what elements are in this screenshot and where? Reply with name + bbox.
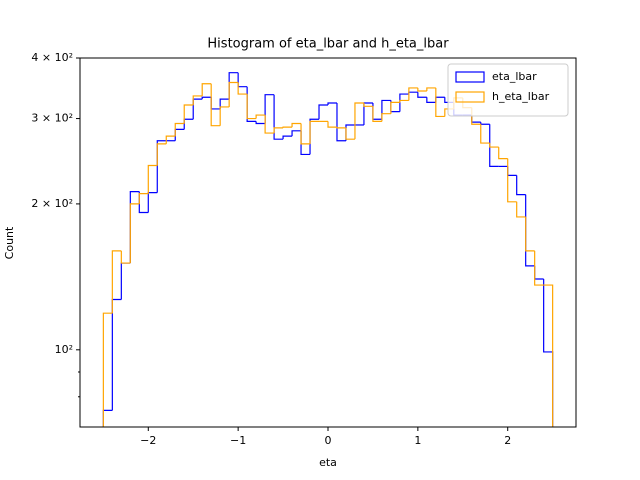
histogram-step bbox=[219, 98, 230, 109]
histogram-step bbox=[264, 115, 275, 134]
histogram-step bbox=[507, 158, 517, 203]
histogram-step bbox=[327, 121, 337, 128]
x-tick-label: 0 bbox=[325, 434, 332, 447]
histogram-step bbox=[399, 93, 409, 112]
histogram-step bbox=[426, 97, 436, 103]
histogram-step bbox=[210, 83, 221, 127]
histogram-step bbox=[273, 94, 284, 140]
legend-swatch bbox=[455, 91, 485, 103]
y-tick-label: 10² bbox=[55, 343, 73, 356]
histogram-step bbox=[147, 164, 158, 194]
histogram-step bbox=[174, 122, 185, 137]
histogram-step bbox=[183, 104, 194, 124]
x-tick-label: 2 bbox=[504, 434, 511, 447]
histogram-step bbox=[291, 122, 302, 128]
legend-swatch bbox=[455, 71, 485, 83]
histogram-step bbox=[372, 106, 382, 122]
histogram-step bbox=[282, 135, 293, 140]
x-axis-label: eta bbox=[319, 456, 337, 469]
histogram-step bbox=[525, 216, 535, 252]
histogram-step bbox=[237, 82, 248, 95]
histogram-step bbox=[201, 83, 212, 96]
histogram-step bbox=[309, 120, 320, 144]
histogram-step bbox=[255, 121, 266, 125]
histogram-step bbox=[399, 99, 409, 103]
histogram-step bbox=[111, 250, 122, 314]
histogram-step bbox=[192, 95, 203, 105]
histogram-step bbox=[417, 92, 427, 98]
histogram-step bbox=[336, 127, 346, 129]
histogram-step bbox=[255, 114, 266, 119]
legend-label: eta_lbar bbox=[492, 70, 537, 83]
histogram-step bbox=[381, 99, 391, 120]
histogram-step bbox=[336, 103, 346, 142]
histogram-step bbox=[201, 96, 212, 100]
y-tick-label: 4 × 10² bbox=[31, 51, 73, 64]
histogram-step bbox=[489, 124, 499, 168]
histogram-step bbox=[246, 94, 257, 120]
histogram-step bbox=[354, 102, 364, 140]
histogram-step bbox=[390, 101, 400, 114]
histogram-step bbox=[327, 102, 337, 105]
histogram-step bbox=[291, 130, 302, 137]
x-tick-label: 1 bbox=[414, 434, 421, 447]
histogram-step bbox=[318, 104, 328, 120]
x-tick-label: −1 bbox=[230, 434, 246, 447]
histogram-step bbox=[264, 94, 275, 124]
histogram-step bbox=[543, 284, 554, 427]
plot-area bbox=[102, 72, 554, 427]
legend-box bbox=[447, 63, 569, 117]
histogram-step bbox=[417, 87, 427, 92]
histogram-step bbox=[408, 87, 418, 101]
histogram-step bbox=[534, 250, 544, 286]
histogram-step bbox=[282, 126, 293, 128]
y-axis-label: Count bbox=[3, 226, 16, 259]
histogram-step bbox=[381, 113, 391, 122]
histogram-step bbox=[480, 124, 490, 144]
histogram-step bbox=[156, 143, 167, 166]
y-tick-label: 3 × 10² bbox=[31, 112, 73, 125]
histogram-step bbox=[273, 127, 284, 134]
histogram-step bbox=[165, 135, 176, 144]
histogram-step bbox=[129, 203, 140, 264]
histogram-step bbox=[102, 312, 113, 427]
histogram-step bbox=[345, 127, 355, 140]
histogram-step bbox=[156, 140, 167, 193]
histogram-step bbox=[363, 103, 373, 107]
histogram-step bbox=[138, 193, 149, 204]
histogram-step bbox=[120, 250, 131, 264]
histogram-step bbox=[426, 87, 436, 91]
chart-title: Histogram of eta_lbar and h_eta_lbar bbox=[207, 37, 449, 52]
y-tick-label: 2 × 10² bbox=[31, 197, 73, 210]
histogram-step bbox=[228, 81, 239, 107]
histogram-step bbox=[219, 106, 230, 126]
histogram-step bbox=[300, 123, 311, 145]
legend-label: h_eta_lbar bbox=[492, 90, 550, 103]
histogram-step bbox=[435, 87, 445, 118]
histogram-step bbox=[489, 143, 499, 148]
histogram-step bbox=[498, 147, 508, 160]
x-tick-label: −2 bbox=[140, 434, 156, 447]
histogram-step bbox=[516, 175, 526, 196]
histogram-step bbox=[516, 201, 526, 218]
